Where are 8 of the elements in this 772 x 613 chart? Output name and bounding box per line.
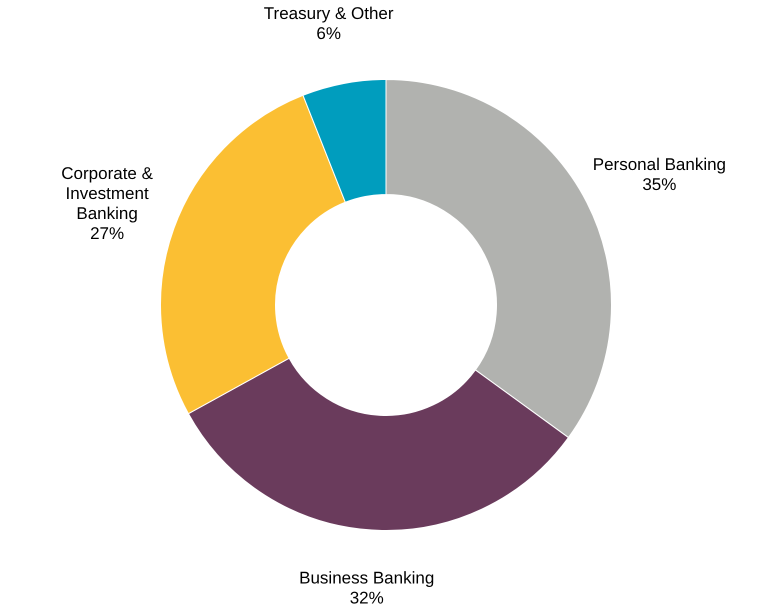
slice-label: Personal Banking (592, 155, 726, 174)
slice-label: Business Banking (299, 568, 434, 588)
data-label: 35% (642, 175, 676, 194)
data-label: 6% (316, 24, 341, 44)
slice-label: Corporate & Investment Banking (61, 164, 154, 223)
slice-label: Treasury & Other (264, 4, 394, 24)
data-label: 32% (350, 588, 384, 608)
data-label: 27% (90, 224, 124, 243)
